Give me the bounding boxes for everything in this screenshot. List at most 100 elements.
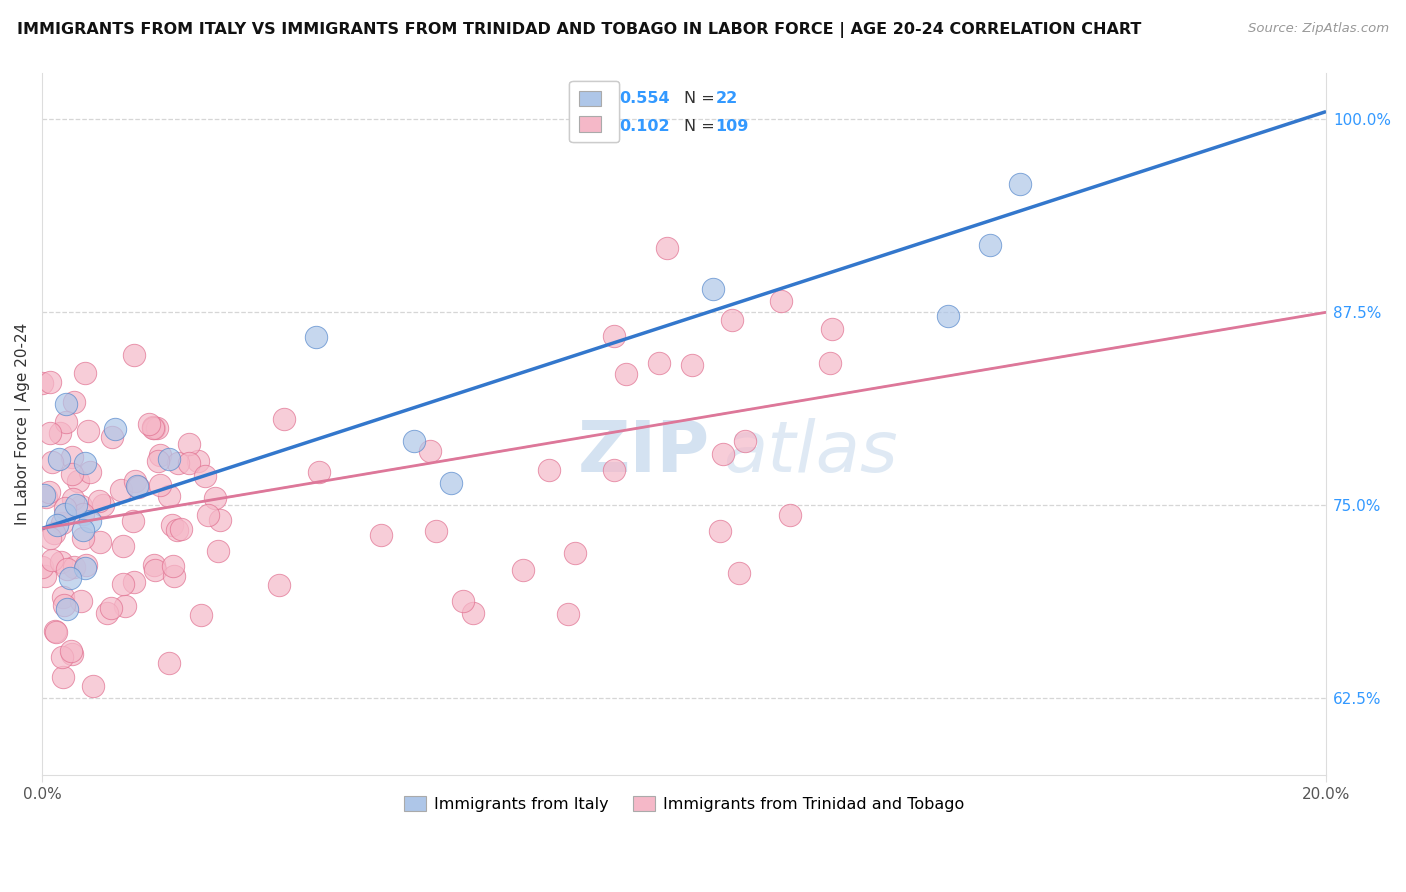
Text: Source: ZipAtlas.com: Source: ZipAtlas.com (1249, 22, 1389, 36)
Point (603, 328, 626, 343)
Text: R =: R = (588, 119, 621, 134)
Point (779, 508, 801, 522)
Point (60, 647, 83, 661)
Point (208, 514, 231, 528)
Point (111, 539, 134, 553)
Point (60, 467, 83, 481)
Point (603, 463, 626, 477)
Y-axis label: In Labor Force | Age 20-24: In Labor Force | Age 20-24 (15, 323, 31, 525)
Point (101, 430, 124, 444)
Point (557, 607, 579, 622)
Point (34, 569, 56, 583)
Point (49, 555, 72, 569)
Point (821, 321, 844, 335)
Point (45, 518, 67, 533)
Point (146, 454, 169, 468)
Point (42, 525, 65, 540)
Point (194, 468, 217, 483)
Point (157, 489, 180, 503)
Point (149, 448, 172, 462)
Point (538, 463, 561, 477)
Point (100, 600, 122, 615)
Point (65, 498, 87, 512)
Point (440, 475, 463, 490)
Point (370, 528, 392, 542)
Point (149, 478, 172, 492)
Point (273, 412, 295, 426)
Point (63, 560, 86, 574)
Point (197, 508, 219, 522)
Point (564, 546, 586, 560)
Point (190, 608, 212, 623)
Point (127, 480, 149, 494)
Point (146, 421, 169, 435)
Point (39, 375, 62, 389)
Point (56, 562, 79, 576)
Point (125, 479, 148, 493)
Point (60, 450, 83, 464)
Point (162, 558, 184, 573)
Point (72, 524, 94, 538)
Point (59, 571, 82, 585)
Point (62, 492, 84, 507)
Point (52, 670, 75, 684)
Point (56, 602, 79, 616)
Point (31, 560, 53, 574)
Point (614, 367, 637, 381)
Point (179, 437, 201, 451)
Point (308, 465, 330, 479)
Point (79, 465, 101, 479)
Point (167, 457, 190, 471)
Text: 0.554: 0.554 (619, 91, 669, 106)
Point (114, 599, 136, 613)
Point (66, 474, 89, 488)
Point (72, 531, 94, 545)
Point (91, 498, 114, 512)
Point (38, 425, 60, 440)
Point (461, 607, 484, 621)
Point (55, 415, 77, 429)
Point (75, 456, 97, 470)
Text: atlas: atlas (723, 417, 897, 487)
Point (45, 624, 67, 639)
Point (122, 574, 145, 589)
Point (157, 656, 180, 670)
Text: IMMIGRANTS FROM ITALY VS IMMIGRANTS FROM TRINIDAD AND TOBAGO IN LABOR FORCE | AG: IMMIGRANTS FROM ITALY VS IMMIGRANTS FROM… (17, 22, 1142, 38)
Point (138, 417, 160, 432)
Point (305, 330, 328, 344)
Point (425, 524, 447, 538)
Point (34, 490, 56, 504)
Point (657, 241, 679, 255)
Point (124, 474, 146, 488)
Point (110, 483, 132, 497)
Point (512, 563, 534, 577)
Point (70, 500, 93, 514)
Point (142, 421, 165, 435)
Point (32, 488, 55, 502)
Legend: Immigrants from Italy, Immigrants from Trinidad and Tobago: Immigrants from Italy, Immigrants from T… (396, 789, 973, 821)
Point (75, 558, 97, 572)
Point (702, 282, 724, 296)
Point (89, 494, 111, 508)
Point (79, 514, 101, 528)
Point (122, 514, 145, 528)
Point (39, 531, 62, 545)
Point (41, 455, 63, 469)
Point (72, 507, 94, 521)
Point (177, 456, 200, 470)
Point (89, 535, 111, 549)
Point (162, 517, 184, 532)
Point (207, 544, 229, 558)
Point (711, 447, 734, 461)
Point (96, 606, 118, 620)
Point (681, 358, 703, 372)
Point (111, 577, 134, 591)
Point (936, 309, 959, 323)
Text: N =: N = (683, 119, 720, 134)
Point (55, 397, 77, 411)
Point (31, 376, 53, 390)
Point (142, 421, 165, 435)
Point (143, 563, 166, 577)
Point (728, 566, 751, 581)
Point (769, 293, 792, 308)
